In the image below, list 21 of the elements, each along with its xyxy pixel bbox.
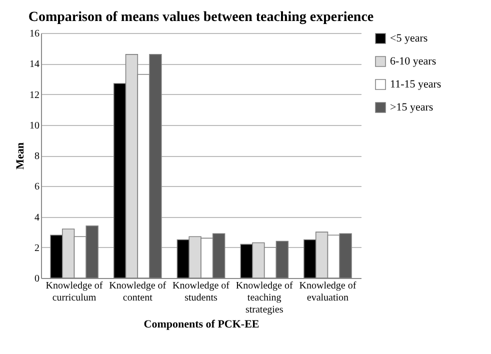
y-tick-label: 14 (30, 59, 40, 70)
legend-label: 11-15 years (390, 78, 442, 90)
chart-title: Comparison of means values between teaching experience (28, 10, 374, 25)
x-tick-label: Knowledge of students (172, 280, 230, 304)
legend-label: <5 years (390, 32, 428, 44)
x-tick-label: Knowledge of evaluation (299, 280, 357, 304)
x-tick-label: Knowledge of teaching strategies (236, 280, 294, 316)
x-tick-label: Knowledge of content (109, 280, 167, 304)
legend-label: >15 years (390, 102, 434, 114)
y-tick-label: 2 (34, 242, 40, 254)
y-tick-label: 8 (34, 151, 40, 162)
y-tick-label: 6 (34, 182, 40, 193)
y-tick-label: 12 (30, 90, 40, 101)
x-axis-title: Components of PCK-EE (144, 318, 260, 330)
y-tick-label: 0 (34, 274, 40, 284)
x-tick-label: Knowledge of curriculum (46, 280, 104, 304)
y-tick-label: 10 (30, 120, 40, 132)
y-tick-label: 16 (30, 28, 40, 40)
y-axis-title: Mean (14, 142, 26, 170)
legend-label: 6-10 years (390, 56, 436, 68)
y-tick-label: 4 (34, 212, 40, 224)
